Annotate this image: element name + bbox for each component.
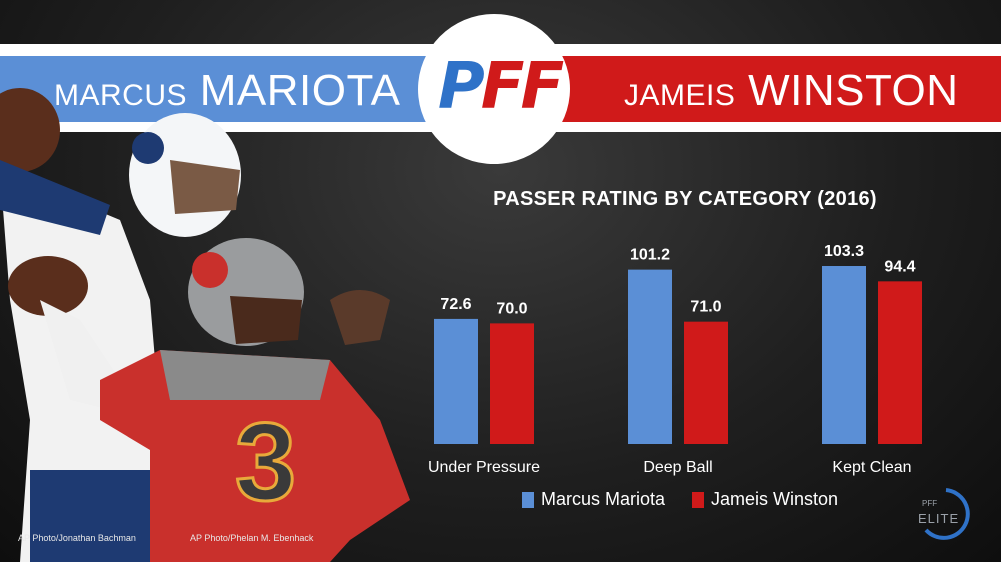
player-name-left: MARCUS MARIOTA <box>54 66 400 116</box>
football-icon <box>8 256 88 316</box>
legend-label-winston: Jameis Winston <box>711 489 839 509</box>
logo-letters: PFF <box>437 50 564 124</box>
photo-credit-right: AP Photo/Phelan M. Ebenhack <box>190 533 314 543</box>
legend-swatch-red <box>692 491 704 508</box>
player-name-right: JAMEIS WINSTON <box>624 66 959 116</box>
bar-value-label: 101.2 <box>630 247 670 264</box>
bar-value-label: 72.6 <box>440 296 471 313</box>
player-last-name-right: WINSTON <box>748 66 959 115</box>
bar-value-label: 71.0 <box>690 299 721 316</box>
football-icon <box>0 88 60 172</box>
category-label: Kept Clean <box>832 459 911 476</box>
bar-marcus-mariota-0 <box>434 318 478 444</box>
bar-value-label: 70.0 <box>496 300 527 317</box>
player-first-name-left: MARCUS <box>54 79 188 112</box>
bar-jameis-winston-1 <box>684 321 728 444</box>
elite-badge-top: PFF <box>922 499 938 508</box>
legend-item-mariota: Marcus Mariota <box>522 489 665 510</box>
bar-value-label: 94.4 <box>884 258 915 275</box>
pff-elite-badge-icon <box>924 488 970 540</box>
player-last-name-left: MARIOTA <box>199 66 401 115</box>
bar-value-label: 103.3 <box>824 243 864 260</box>
banner-left-stripe <box>0 56 470 122</box>
player-first-name-right: JAMEIS <box>624 79 736 112</box>
category-label: Under Pressure <box>428 459 540 476</box>
legend-label-mariota: Marcus Mariota <box>541 489 666 509</box>
bar-jameis-winston-2 <box>878 281 922 444</box>
legend-swatch-blue <box>522 491 534 508</box>
banner-right-stripe <box>540 56 1001 122</box>
bar-marcus-mariota-1 <box>628 269 672 444</box>
photo-credit-left: AP Photo/Jonathan Bachman <box>18 533 136 543</box>
bar-jameis-winston-0 <box>490 323 534 444</box>
elite-badge-label: ELITE <box>918 511 960 526</box>
legend-item-winston: Jameis Winston <box>692 489 838 510</box>
category-label: Deep Ball <box>643 459 712 476</box>
svg-text:3: 3 <box>235 401 296 524</box>
chart-title: PASSER RATING BY CATEGORY (2016) <box>493 188 877 210</box>
bar-marcus-mariota-2 <box>822 266 866 444</box>
players-photo: 3 <box>0 88 410 562</box>
player-right-illustration: 3 <box>8 238 410 562</box>
pff-logo: PFF <box>424 50 574 124</box>
